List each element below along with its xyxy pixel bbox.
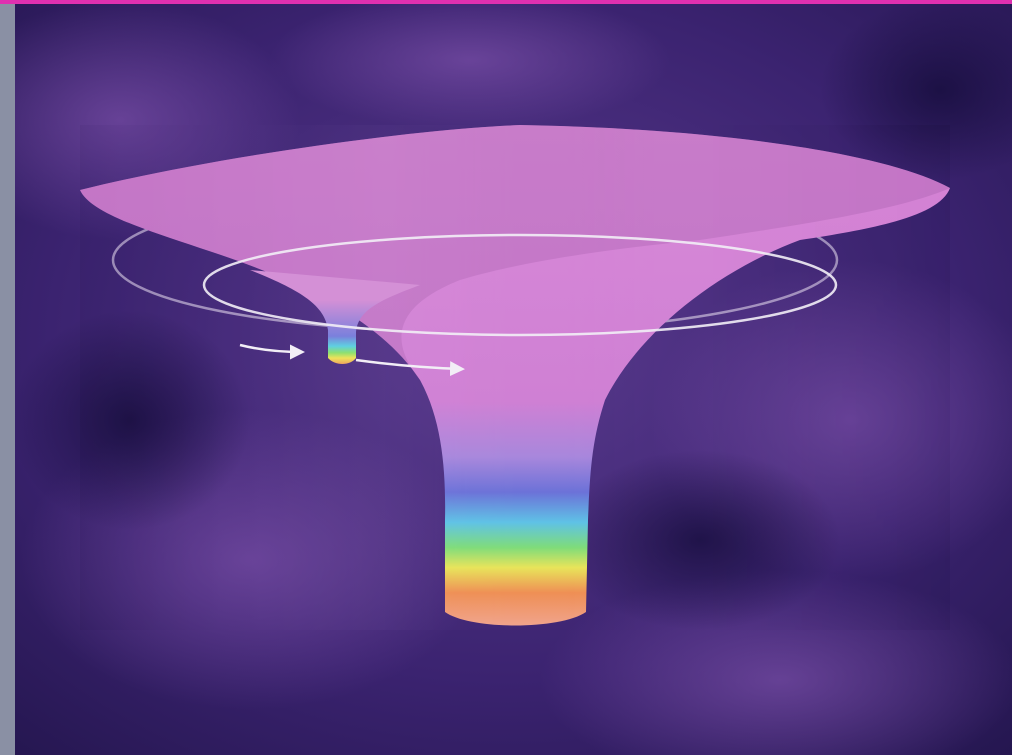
orbit-front <box>202 233 838 337</box>
small-funnel <box>250 270 420 364</box>
left-strip <box>0 0 15 755</box>
top-bar <box>0 0 1012 4</box>
orbit-arrow <box>239 343 305 360</box>
funnel-shading <box>80 125 950 630</box>
orbit-arrow <box>355 358 465 377</box>
